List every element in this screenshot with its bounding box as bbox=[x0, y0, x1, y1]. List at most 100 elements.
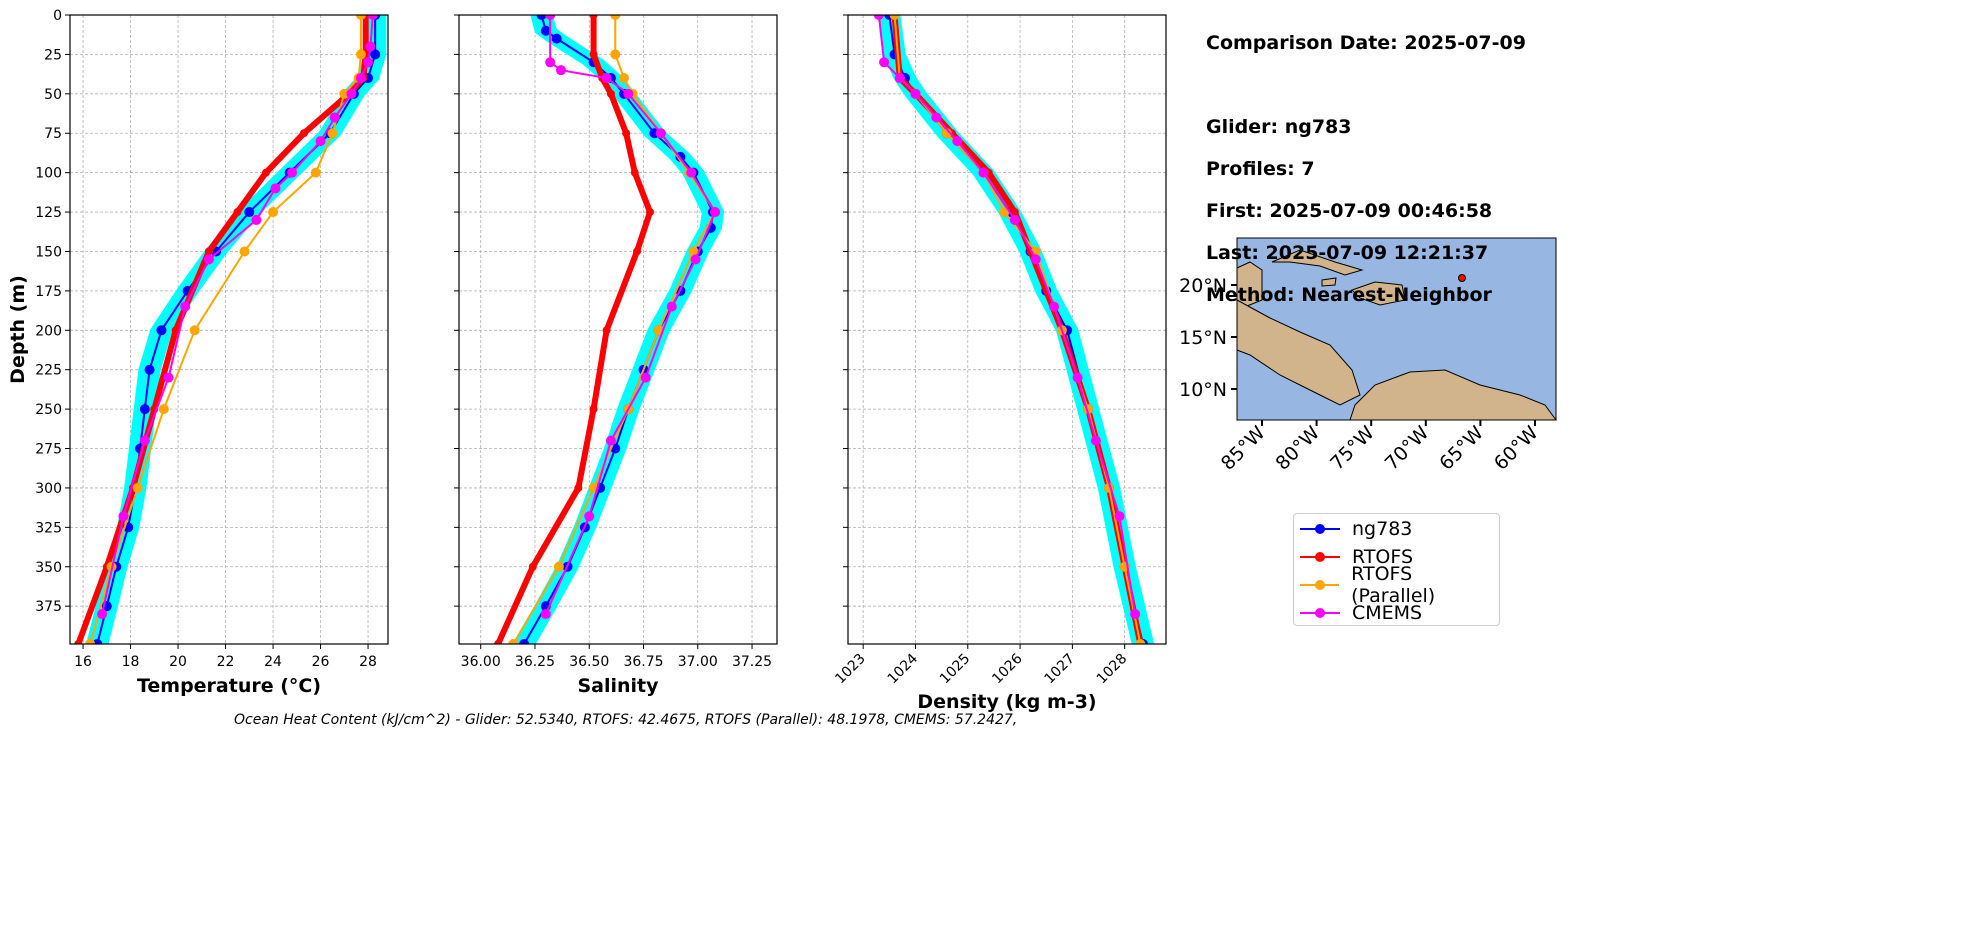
y-tick-label: 225 bbox=[35, 363, 62, 379]
data-point bbox=[605, 435, 616, 446]
data-point bbox=[589, 15, 598, 19]
data-point bbox=[261, 168, 270, 177]
data-point bbox=[889, 15, 900, 20]
glider-location-marker bbox=[1458, 274, 1466, 282]
x-tick-label: 1023 bbox=[832, 651, 869, 688]
data-point bbox=[1009, 214, 1020, 225]
y-tick-label: 250 bbox=[35, 402, 62, 418]
land bbox=[1349, 369, 1557, 421]
data-point bbox=[85, 639, 96, 644]
data-point bbox=[156, 325, 167, 336]
data-point bbox=[545, 57, 556, 68]
x-tick-label: 26 bbox=[312, 654, 330, 670]
y-axis-label: Depth (m) bbox=[7, 275, 29, 384]
profile-count: Profiles: 7 bbox=[1206, 158, 1315, 180]
data-point bbox=[666, 301, 677, 312]
legend-item: RTOFS bbox=[1294, 544, 1499, 570]
y-tick-label: 150 bbox=[35, 244, 62, 260]
x-tick-label: 18 bbox=[122, 654, 140, 670]
data-point bbox=[310, 167, 321, 178]
data-point bbox=[299, 129, 308, 138]
data-point bbox=[158, 404, 169, 415]
lon-label: 75°W bbox=[1326, 422, 1379, 475]
data-point bbox=[602, 326, 611, 335]
data-point bbox=[180, 301, 191, 312]
data-point bbox=[952, 136, 963, 147]
legend-label: RTOFS bbox=[1352, 546, 1414, 568]
data-point bbox=[710, 207, 721, 218]
legend: ng783 RTOFS RTOFS (Parallel) CMEMS bbox=[1293, 513, 1500, 626]
data-point bbox=[494, 640, 503, 644]
x-axis-label: Density (kg m-3) bbox=[917, 691, 1096, 713]
y-tick-label: 25 bbox=[44, 47, 62, 63]
series-line-CMEMS bbox=[544, 15, 717, 615]
data-point bbox=[519, 639, 530, 644]
glider-profile-cloud bbox=[893, 15, 1155, 644]
data-point bbox=[610, 49, 621, 60]
data-point bbox=[1072, 372, 1083, 383]
data-point bbox=[1049, 301, 1060, 312]
data-point bbox=[189, 325, 200, 336]
data-point bbox=[574, 483, 583, 492]
y-tick-label: 275 bbox=[35, 442, 62, 458]
land bbox=[1351, 281, 1406, 306]
glider-profile-cloud bbox=[528, 15, 725, 644]
x-axis-label: Temperature (°C) bbox=[137, 675, 321, 697]
panel-2: 1023 1024 1025 1026 1027 1028 Density (kg m-3) bbox=[832, 14, 1167, 713]
data-point bbox=[287, 167, 298, 178]
data-point bbox=[630, 168, 639, 177]
data-point bbox=[688, 246, 699, 257]
data-point bbox=[978, 167, 989, 178]
data-point bbox=[74, 640, 83, 644]
axes-frame bbox=[458, 14, 778, 645]
data-point bbox=[540, 609, 551, 620]
x-tick-label: 1024 bbox=[885, 651, 922, 688]
x-tick-label: 37.00 bbox=[678, 654, 718, 670]
data-point bbox=[171, 326, 180, 335]
data-point bbox=[1130, 609, 1141, 620]
y-tick-label: 75 bbox=[44, 126, 62, 142]
data-point bbox=[879, 57, 890, 68]
x-tick-label: 28 bbox=[359, 654, 377, 670]
y-tick-label: 350 bbox=[35, 560, 62, 576]
data-point bbox=[618, 73, 629, 84]
legend-item: RTOFS (Parallel) bbox=[1294, 563, 1499, 607]
x-tick-label: 22 bbox=[217, 654, 235, 670]
x-axis-label: Salinity bbox=[577, 675, 659, 697]
y-tick-label: 325 bbox=[35, 520, 62, 536]
data-point bbox=[622, 129, 631, 138]
data-point bbox=[365, 41, 376, 52]
data-point bbox=[132, 482, 143, 493]
data-point bbox=[873, 15, 884, 20]
data-point bbox=[553, 561, 564, 572]
data-point bbox=[640, 372, 651, 383]
data-point bbox=[910, 88, 921, 99]
data-point bbox=[894, 73, 905, 84]
first-time: First: 2025-07-09 00:46:58 bbox=[1206, 200, 1493, 222]
data-point bbox=[584, 511, 595, 522]
data-point bbox=[556, 65, 567, 76]
series-line-CMEMS bbox=[101, 15, 374, 615]
data-point bbox=[623, 88, 634, 99]
data-point bbox=[508, 639, 519, 644]
x-tick-label: 1025 bbox=[937, 651, 974, 688]
y-tick-label: 0 bbox=[53, 8, 62, 24]
y-tick-label: 125 bbox=[35, 205, 62, 221]
data-point bbox=[315, 136, 326, 147]
lon-label: 85°W bbox=[1217, 422, 1270, 475]
series-line-RTOFS bbox=[891, 15, 1144, 644]
data-point bbox=[1090, 435, 1101, 446]
land bbox=[1236, 299, 1361, 406]
y-tick-label: 50 bbox=[44, 87, 62, 103]
info-panel: Comparison Date: 2025-07-09 Glider: ng78… bbox=[1206, 12, 1526, 327]
data-point bbox=[239, 246, 250, 257]
data-point bbox=[329, 112, 340, 123]
data-point bbox=[686, 167, 697, 178]
glider-profile-cloud bbox=[524, 15, 721, 644]
x-tick-label: 1027 bbox=[1042, 651, 1079, 688]
x-tick-label: 16 bbox=[74, 654, 92, 670]
legend-label: ng783 bbox=[1352, 518, 1413, 540]
data-point bbox=[163, 372, 174, 383]
data-point bbox=[610, 15, 621, 20]
